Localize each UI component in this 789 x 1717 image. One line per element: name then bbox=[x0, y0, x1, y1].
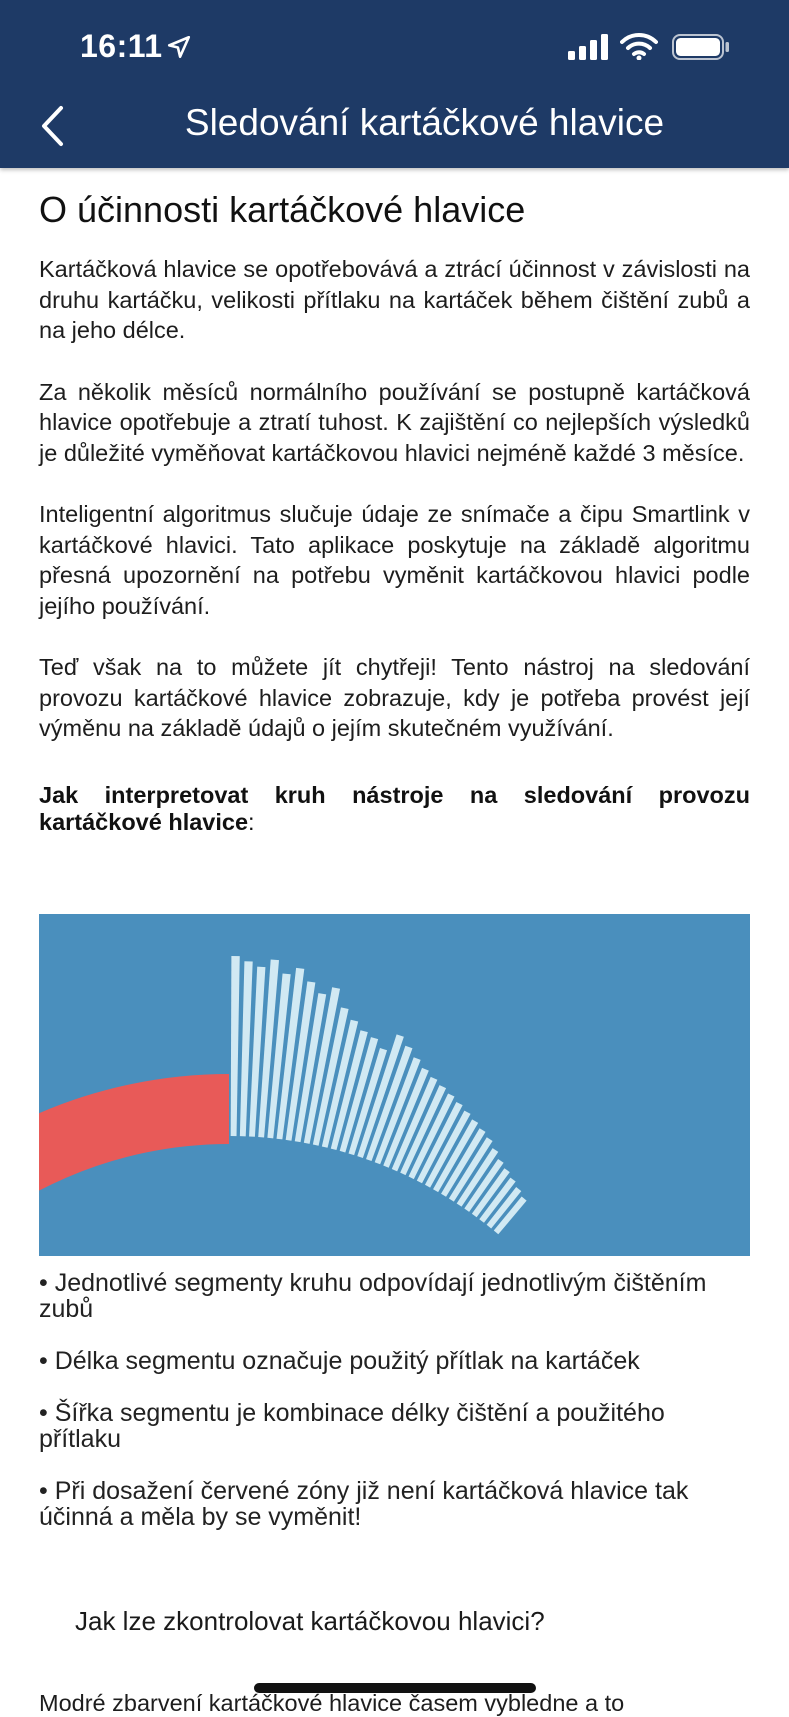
article-paragraph: Za několik měsíců normálního používání s… bbox=[39, 378, 750, 466]
ring-segment bbox=[357, 1034, 404, 1159]
article-paragraph: Kartáčková hlavice se opotřebovává a ztr… bbox=[39, 256, 750, 343]
article-content: O účinnosti kartáčkové hlavice Kartáčkov… bbox=[39, 180, 750, 836]
interpret-heading-colon: : bbox=[248, 808, 255, 835]
ring-segment bbox=[400, 1085, 447, 1176]
home-indicator bbox=[254, 1683, 536, 1693]
ring-segment bbox=[433, 1119, 479, 1193]
accordion-check-head[interactable]: Jak lze zkontrolovat kartáčkovou hlavici… bbox=[75, 1606, 545, 1636]
battery-icon bbox=[672, 34, 729, 60]
ring-segment bbox=[276, 967, 305, 1140]
article-heading: O účinnosti kartáčkové hlavice bbox=[39, 189, 526, 230]
ring-segment bbox=[486, 1187, 522, 1229]
ring-segment bbox=[493, 1196, 527, 1235]
bullet-item: • Jednotlivé segmenty kruhu odpovídají j… bbox=[39, 1269, 707, 1323]
ring-segment bbox=[330, 1030, 368, 1151]
ring-segment bbox=[230, 956, 240, 1137]
chevron-left-icon bbox=[42, 106, 63, 146]
cellular-signal-icon bbox=[568, 34, 608, 60]
ring-segment bbox=[239, 961, 253, 1137]
ring-segment bbox=[294, 993, 327, 1143]
wifi-icon bbox=[620, 32, 658, 60]
ring-segment bbox=[479, 1177, 516, 1223]
ring-segment bbox=[471, 1168, 510, 1218]
page-title: Sledování kartáčkové hlavice bbox=[184, 102, 665, 143]
red-zone-arc bbox=[39, 1074, 229, 1191]
tracker-ring-illustration bbox=[39, 914, 750, 1256]
ring-segment bbox=[448, 1137, 493, 1202]
ring-segment bbox=[366, 1045, 413, 1162]
ring-segment bbox=[408, 1093, 455, 1180]
article-paragraph: Inteligentní algoritmus slučuje údaje ze… bbox=[39, 501, 750, 619]
ring-segment bbox=[424, 1110, 471, 1188]
location-arrow-icon bbox=[167, 35, 191, 59]
ring-segment bbox=[374, 1057, 421, 1165]
ring-segment bbox=[339, 1037, 379, 1153]
ring-segment bbox=[267, 973, 291, 1139]
ring-segment bbox=[312, 1007, 349, 1146]
ring-segment bbox=[383, 1067, 429, 1168]
interpret-heading: Jak interpretovat kruh nástroje na sledo… bbox=[39, 782, 750, 836]
ring-segment bbox=[441, 1128, 486, 1197]
ring-segment bbox=[303, 987, 341, 1144]
ring-segment bbox=[321, 1019, 359, 1148]
ring-segment bbox=[464, 1158, 504, 1212]
ring-segment bbox=[285, 981, 316, 1141]
ring-segment bbox=[249, 966, 266, 1137]
ring-segment bbox=[348, 1048, 388, 1156]
ring-segment bbox=[391, 1076, 438, 1172]
bullet-item: • Šířka segmentu je kombinace délky čišt… bbox=[39, 1399, 665, 1453]
tracker-ring-svg bbox=[39, 956, 527, 1235]
status-time: 16:11 bbox=[80, 28, 163, 64]
interpret-heading-text: Jak interpretovat kruh nástroje na sledo… bbox=[39, 781, 750, 835]
ring-segment bbox=[258, 959, 280, 1138]
bullet-item: • Délka segmentu označuje použitý přítla… bbox=[39, 1347, 640, 1375]
bullet-list: • Jednotlivé segmenty kruhu odpovídají j… bbox=[39, 1270, 750, 1556]
bullet-item: • Při dosažení červené zóny již není kar… bbox=[39, 1477, 689, 1531]
ring-segment bbox=[416, 1101, 463, 1184]
article-paragraph: Teď však na to můžete jít chytřeji! Tent… bbox=[39, 654, 750, 741]
back-button[interactable] bbox=[30, 100, 74, 152]
ring-segment bbox=[456, 1148, 499, 1207]
app-header: 16:11 Sledování kartáčkové hlavice bbox=[0, 0, 789, 168]
partial-paragraph: Modré zbarvení kartáčkové hlavice časem … bbox=[39, 1690, 625, 1716]
